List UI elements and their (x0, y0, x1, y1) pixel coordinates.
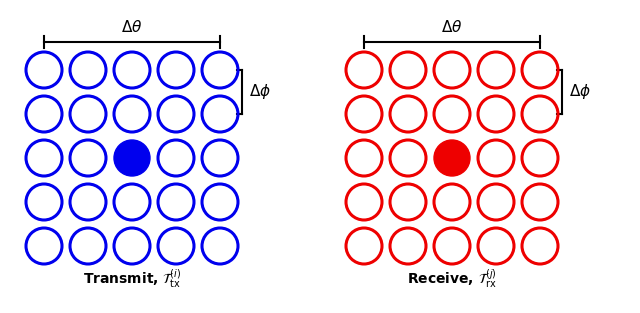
Text: $\Delta\phi$: $\Delta\phi$ (569, 83, 591, 101)
Text: $\Delta\phi$: $\Delta\phi$ (249, 83, 271, 101)
Circle shape (114, 140, 150, 176)
Circle shape (434, 140, 470, 176)
Text: Transmit, $\mathcal{T}_{\mathrm{tx}}^{(i)}$: Transmit, $\mathcal{T}_{\mathrm{tx}}^{(i… (83, 268, 181, 290)
Text: $\Delta\theta$: $\Delta\theta$ (441, 19, 463, 35)
Text: $\Delta\theta$: $\Delta\theta$ (121, 19, 143, 35)
Text: Receive, $\mathcal{T}_{\mathrm{rx}}^{(j)}$: Receive, $\mathcal{T}_{\mathrm{rx}}^{(j)… (407, 268, 497, 290)
